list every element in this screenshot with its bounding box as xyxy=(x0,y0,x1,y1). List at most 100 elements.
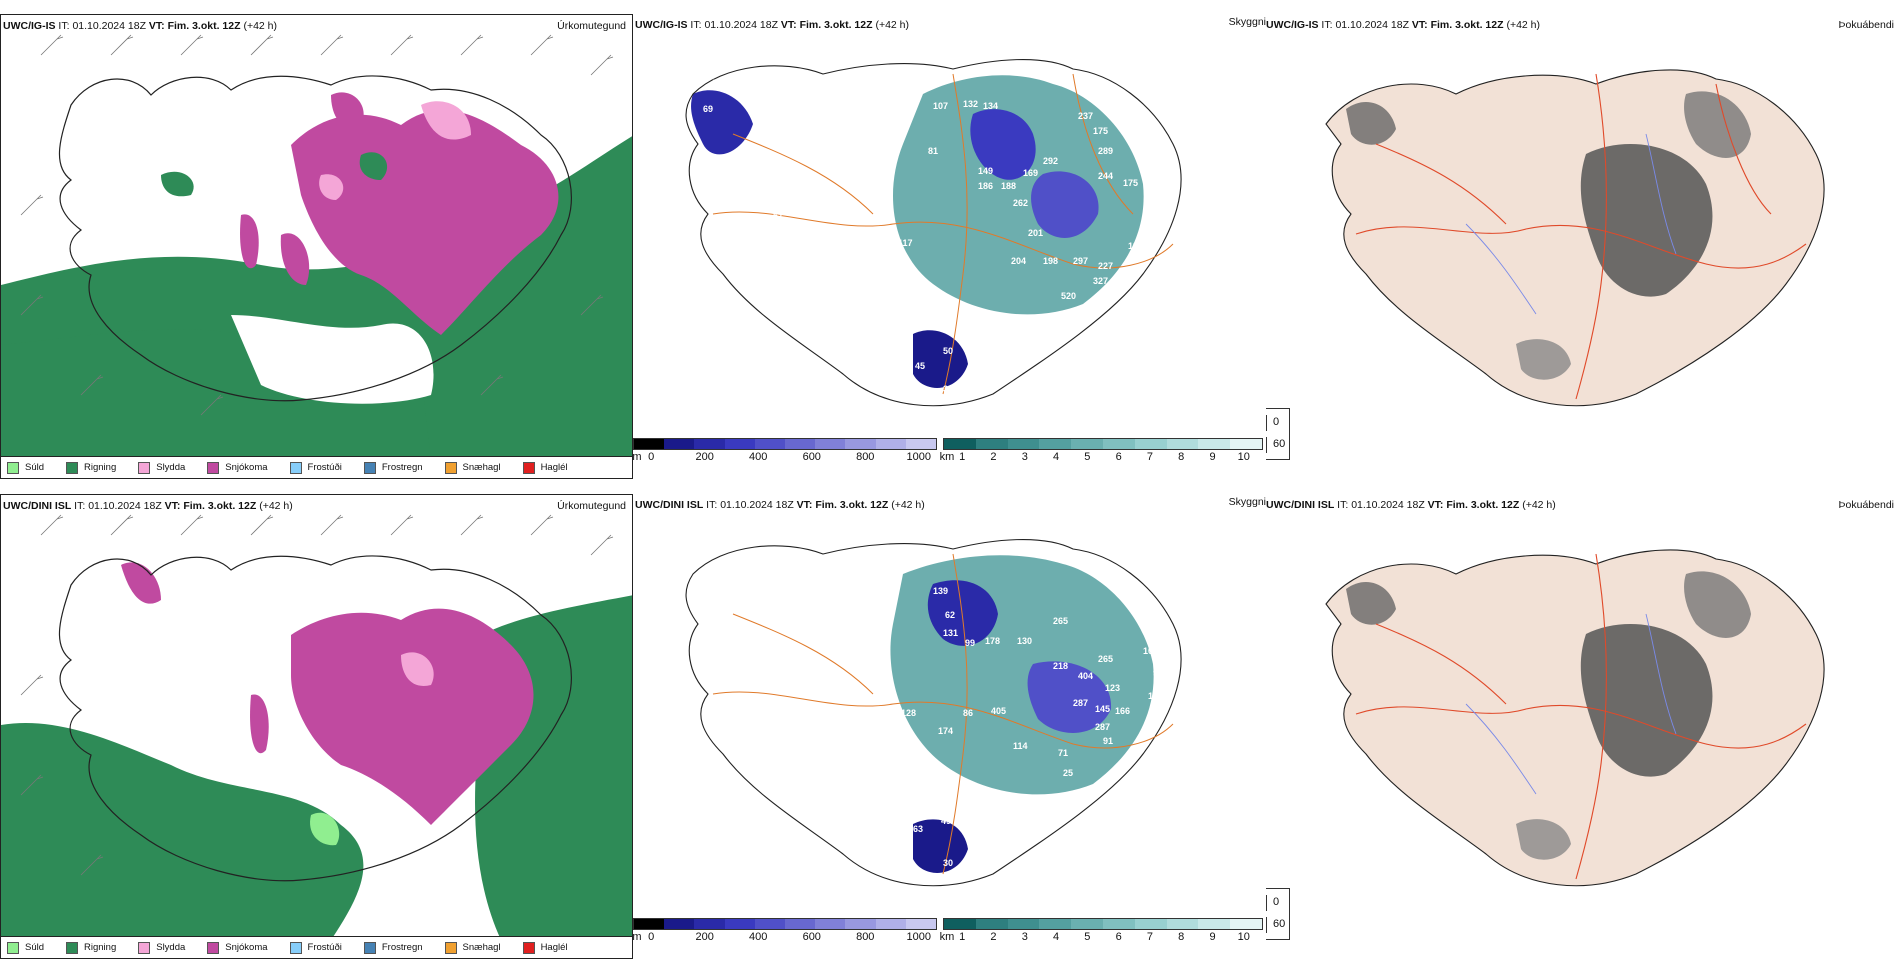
svg-text:132: 132 xyxy=(963,99,978,109)
iceland-visibility-map: 97 88 49 79 85 58 139 62 131 99 178 130 … xyxy=(633,494,1266,914)
colorbar-tick: 2 xyxy=(990,451,997,463)
colorbar-segment xyxy=(1102,439,1135,449)
cloudbase-visibility-panel-bottom: 97 88 49 79 85 58 139 62 131 99 178 130 … xyxy=(633,494,1266,959)
vt-label: VT: xyxy=(1427,499,1444,511)
svg-text:25: 25 xyxy=(1063,768,1073,778)
svg-text:204: 204 xyxy=(1011,256,1026,266)
colorbar-tick: 1000 xyxy=(906,451,931,463)
lead-time: (+42 h) xyxy=(875,19,910,31)
colorbar-segment xyxy=(845,439,876,449)
svg-text:99: 99 xyxy=(965,638,975,648)
colorbar-tick: 0 xyxy=(648,451,655,463)
it-label: IT: xyxy=(1321,19,1333,31)
colorbar-tick: 400 xyxy=(749,931,768,943)
svg-text:287: 287 xyxy=(1073,698,1088,708)
legend-item: Rigning xyxy=(66,941,116,954)
legend-item: Snjókoma xyxy=(207,941,268,954)
colorbar-unit: m xyxy=(633,931,642,943)
colorbar-tick: 400 xyxy=(749,451,768,463)
colorbar-segment xyxy=(905,439,937,449)
svg-text:49: 49 xyxy=(941,816,951,826)
svg-text:287: 287 xyxy=(1095,722,1110,732)
it-value: 01.10.2024 18Z xyxy=(72,20,146,32)
colorbar-segment xyxy=(975,919,1008,929)
colorbar-tick: 9 xyxy=(1209,931,1216,943)
colorbar-unit: km xyxy=(939,931,955,943)
panel-title: Úrkomutegund xyxy=(557,500,626,512)
vt-label: VT: xyxy=(796,499,813,511)
legend-item: Rigning xyxy=(66,461,116,474)
colorbar-tick: 2 xyxy=(990,931,997,943)
colorbar-tick: 800 xyxy=(856,451,875,463)
colorbar-tick: 600 xyxy=(802,451,821,463)
colorbar-tick: 5 xyxy=(1084,931,1091,943)
precip-type-legend: Súld Rigning Slydda Snjókoma Frostúði Fr… xyxy=(1,936,632,958)
legend-item: Súld xyxy=(7,941,44,954)
iceland-fog-map xyxy=(1266,14,1900,459)
colorbar-segment xyxy=(1102,919,1135,929)
colorbar-segment xyxy=(664,919,695,929)
iceland-fog-map xyxy=(1266,494,1900,939)
svg-text:149: 149 xyxy=(978,166,993,176)
colorbar-unit: km xyxy=(939,451,955,463)
lead-time: (+42 h) xyxy=(1522,499,1556,511)
svg-text:81: 81 xyxy=(913,808,923,818)
svg-text:175: 175 xyxy=(1123,178,1138,188)
svg-text:105: 105 xyxy=(1148,691,1163,701)
legend-item: Haglél xyxy=(522,461,568,474)
colorbar-tick: 5 xyxy=(1084,451,1091,463)
svg-text:91: 91 xyxy=(1103,736,1113,746)
colorbar-tick: 1 xyxy=(959,931,966,943)
svg-text:83: 83 xyxy=(728,178,738,188)
svg-text:198: 198 xyxy=(1043,256,1058,266)
panel-title: Úrkomutegund xyxy=(557,20,626,32)
svg-text:69: 69 xyxy=(703,104,713,114)
svg-text:71: 71 xyxy=(713,78,723,88)
svg-text:327: 327 xyxy=(1093,276,1108,286)
svg-text:130: 130 xyxy=(1017,636,1032,646)
it-value: 01.10.2024 18Z xyxy=(1351,499,1425,511)
colorbar-segment xyxy=(1198,919,1231,929)
svg-text:297: 297 xyxy=(1073,256,1088,266)
panel-header: UWC/DINI ISL IT: 01.10.2024 18Z VT: Fim.… xyxy=(3,500,293,512)
model-name: UWC/IG-IS xyxy=(3,20,56,32)
colorbar-segment xyxy=(634,919,665,929)
fog-legend-low: 0 xyxy=(1273,896,1280,908)
colorbar-tick: 3 xyxy=(1021,931,1028,943)
svg-text:175: 175 xyxy=(1093,126,1108,136)
svg-text:117: 117 xyxy=(898,238,913,248)
vt-value: Fim. 3.okt. 12Z xyxy=(815,499,889,511)
model-name: UWC/DINI ISL xyxy=(635,499,704,511)
legend-item: Haglél xyxy=(522,941,568,954)
iceland-visibility-map: 71 69 139 73 83 57 107 132 134 81 149 18… xyxy=(633,14,1266,434)
svg-text:81: 81 xyxy=(928,146,938,156)
svg-text:123: 123 xyxy=(1153,206,1168,216)
cloudbase-visibility-panel-top: 71 69 139 73 83 57 107 132 134 81 149 18… xyxy=(633,14,1266,479)
svg-text:265: 265 xyxy=(1098,654,1113,664)
svg-text:139: 139 xyxy=(933,586,948,596)
model-name: UWC/DINI ISL xyxy=(3,500,72,512)
colorbar-tick: 7 xyxy=(1146,931,1153,943)
colorbar-segment xyxy=(664,439,695,449)
svg-text:63: 63 xyxy=(913,824,923,834)
vt-value: Fim. 3.okt. 12Z xyxy=(183,500,257,512)
svg-text:49: 49 xyxy=(713,596,723,606)
svg-text:88: 88 xyxy=(768,578,778,588)
it-value: 01.10.2024 18Z xyxy=(704,19,778,31)
colorbar-segment xyxy=(1166,439,1199,449)
vt-value: Fim. 3.okt. 12Z xyxy=(1446,499,1520,511)
fog-legend: 0 60 xyxy=(1266,408,1290,460)
vt-value: Fim. 3.okt. 12Z xyxy=(799,19,873,31)
svg-text:169: 169 xyxy=(1023,168,1038,178)
svg-text:73: 73 xyxy=(753,161,763,171)
svg-text:145: 145 xyxy=(1095,704,1110,714)
svg-text:201: 201 xyxy=(1028,228,1043,238)
colorbar-segment xyxy=(944,439,976,449)
svg-text:191: 191 xyxy=(1128,241,1143,251)
colorbar-tick: 4 xyxy=(1053,931,1060,943)
fog-legend-low: 0 xyxy=(1273,416,1280,428)
svg-text:134: 134 xyxy=(983,101,998,111)
visibility-colorbar: km 1 2 3 4 5 6 7 8 9 10 xyxy=(939,918,1263,944)
colorbar-tick: 8 xyxy=(1178,451,1185,463)
svg-text:107: 107 xyxy=(933,101,948,111)
